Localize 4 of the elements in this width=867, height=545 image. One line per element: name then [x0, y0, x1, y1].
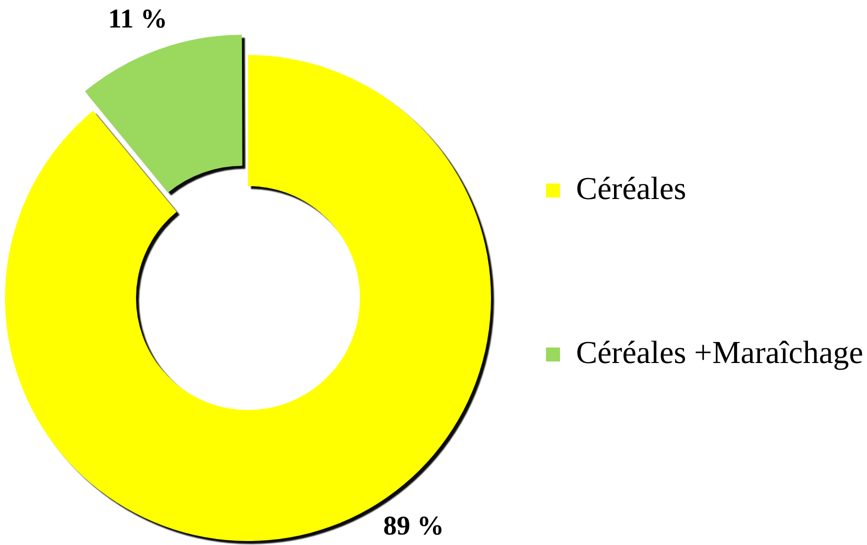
- data-label: 89 %: [383, 510, 444, 540]
- data-label: 11 %: [108, 4, 168, 34]
- legend-label: Céréales +Maraîchage: [576, 334, 864, 370]
- legend-label: Céréales: [576, 170, 686, 206]
